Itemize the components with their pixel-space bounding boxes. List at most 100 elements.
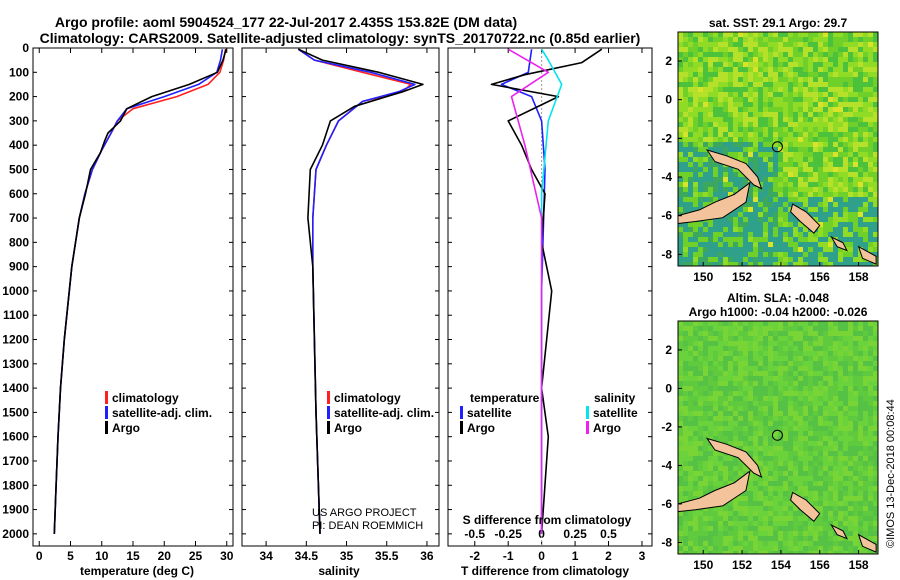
map-cell <box>843 97 848 102</box>
map-cell <box>748 391 753 396</box>
map-cell <box>838 257 843 262</box>
map-cell <box>868 351 873 356</box>
map-cell <box>813 346 818 351</box>
map-cell <box>823 142 828 147</box>
map-cell <box>858 321 863 326</box>
map-cell <box>748 152 753 157</box>
map-cell <box>763 117 768 122</box>
map-cell <box>783 247 788 252</box>
map-cell <box>858 87 863 92</box>
map-cell <box>813 197 818 202</box>
map-cell <box>708 177 713 182</box>
map-cell <box>743 341 748 346</box>
map-cell <box>758 506 763 511</box>
map-cell <box>748 52 753 57</box>
map-cell <box>688 32 693 37</box>
map-cell <box>798 531 803 536</box>
map-cell <box>768 97 773 102</box>
map-cell <box>743 232 748 237</box>
map-cell <box>748 516 753 521</box>
map-cell <box>743 346 748 351</box>
map-cell <box>823 197 828 202</box>
map-cell <box>858 62 863 67</box>
map-cell <box>758 331 763 336</box>
map-cell <box>683 102 688 107</box>
map-cell <box>693 222 698 227</box>
map-cell <box>783 242 788 247</box>
map-cell <box>708 127 713 132</box>
map-cell <box>793 152 798 157</box>
map-cell <box>833 466 838 471</box>
map-cell <box>688 97 693 102</box>
map-cell <box>808 52 813 57</box>
legend-swatch-argo <box>105 421 108 434</box>
map-cell <box>788 481 793 486</box>
map-cell <box>848 102 853 107</box>
map-cell <box>793 356 798 361</box>
map-cell <box>688 167 693 172</box>
map-cell <box>683 386 688 391</box>
map-cell <box>843 371 848 376</box>
map-cell <box>793 92 798 97</box>
map-cell <box>733 242 738 247</box>
map-cell <box>868 197 873 202</box>
map-cell <box>778 491 783 496</box>
map-cell <box>818 461 823 466</box>
map-cell <box>853 147 858 152</box>
map-cell <box>678 192 683 197</box>
map-cell <box>798 356 803 361</box>
map-cell <box>868 466 873 471</box>
map-cell <box>843 182 848 187</box>
map-cell <box>863 476 868 481</box>
map-cell <box>818 92 823 97</box>
map-cell <box>848 242 853 247</box>
map-cell <box>853 401 858 406</box>
map-cell <box>708 72 713 77</box>
map-cell <box>793 536 798 541</box>
map-cell <box>843 501 848 506</box>
map-cell <box>853 97 858 102</box>
map-cell <box>683 247 688 252</box>
map-cell <box>818 326 823 331</box>
map-cell <box>848 52 853 57</box>
map-cell <box>688 461 693 466</box>
map-cell <box>828 167 833 172</box>
map-cell <box>748 197 753 202</box>
map-cell <box>873 526 878 531</box>
map-cell <box>813 72 818 77</box>
map-cell <box>778 172 783 177</box>
map-cell <box>728 471 733 476</box>
map-cell <box>848 461 853 466</box>
map-cell <box>843 87 848 92</box>
map-cell <box>763 177 768 182</box>
y-tick-label: 600 <box>9 187 29 201</box>
map-cell <box>828 476 833 481</box>
map-cell <box>723 47 728 52</box>
map-y-tick-label: -4 <box>661 458 672 472</box>
map-cell <box>713 192 718 197</box>
map-cell <box>703 481 708 486</box>
map-cell <box>743 416 748 421</box>
map-cell <box>743 506 748 511</box>
map-cell <box>728 182 733 187</box>
map-x-tick-label: 158 <box>849 558 869 572</box>
map-cell <box>728 406 733 411</box>
map-cell <box>698 381 703 386</box>
map-cell <box>773 331 778 336</box>
map-cell <box>758 187 763 192</box>
map-cell <box>743 521 748 526</box>
map-cell <box>768 182 773 187</box>
map-cell <box>698 521 703 526</box>
map-cell <box>763 326 768 331</box>
map-cell <box>678 77 683 82</box>
map-cell <box>773 426 778 431</box>
map-cell <box>708 92 713 97</box>
map-cell <box>763 82 768 87</box>
map-cell <box>838 501 843 506</box>
map-cell <box>808 396 813 401</box>
map-cell <box>828 551 833 554</box>
map-cell <box>678 521 683 526</box>
map-cell <box>793 486 798 491</box>
map-cell <box>683 446 688 451</box>
map-cell <box>833 486 838 491</box>
